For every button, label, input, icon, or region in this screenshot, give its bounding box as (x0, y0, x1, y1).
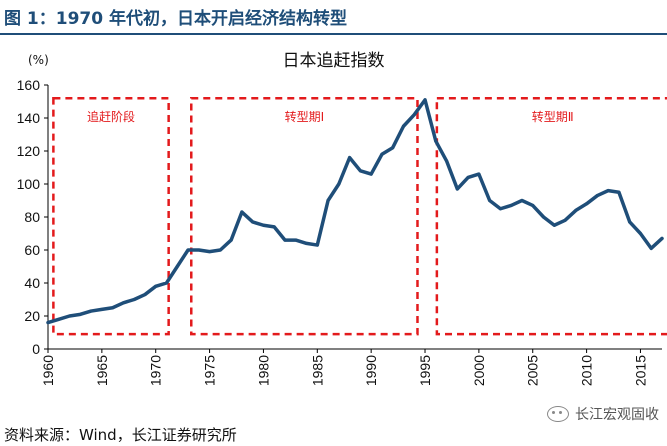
figure-title: 图 1：1970 年代初，日本开启经济结构转型 (4, 9, 347, 29)
x-tick-label: 1960 (40, 355, 56, 386)
data-point (294, 238, 298, 242)
data-point (423, 98, 427, 102)
data-point (477, 172, 481, 176)
data-point (455, 187, 459, 191)
y-tick-label: 140 (17, 110, 41, 126)
data-point (585, 202, 589, 206)
data-point (164, 281, 168, 285)
data-point (315, 243, 319, 247)
y-tick-label: 120 (17, 143, 41, 159)
data-point (401, 124, 405, 128)
x-tick-label: 1970 (148, 355, 164, 386)
data-point (595, 194, 599, 198)
x-tick-label: 1965 (94, 355, 110, 386)
y-tick-label: 40 (24, 275, 40, 291)
title-divider (0, 33, 667, 35)
data-point (380, 152, 384, 156)
data-point (154, 284, 158, 288)
watermark: 长江宏观固收 (547, 404, 659, 424)
data-point (197, 248, 201, 252)
y-tick-label: 20 (24, 308, 40, 324)
data-point (552, 223, 556, 227)
data-point (143, 293, 147, 297)
y-tick-label: 60 (24, 242, 40, 258)
data-point (348, 156, 352, 160)
annotation-box (52, 96, 170, 336)
x-tick-label: 2005 (525, 355, 541, 386)
data-point (412, 113, 416, 117)
data-point (229, 238, 233, 242)
y-tick-label: 100 (17, 176, 41, 192)
data-point (638, 232, 642, 235)
data-point (78, 312, 82, 316)
wechat-icon (547, 406, 569, 422)
data-point (391, 146, 395, 150)
data-point (520, 199, 524, 202)
data-point (498, 207, 502, 211)
data-point (358, 169, 362, 173)
y-tick-label: 80 (24, 209, 40, 225)
data-point (574, 208, 578, 212)
data-point (337, 182, 341, 186)
data-point (542, 215, 546, 219)
data-point (283, 238, 287, 242)
data-point (488, 199, 492, 202)
data-point (89, 309, 93, 313)
data-point (509, 203, 513, 207)
data-point (208, 250, 212, 254)
x-tick-label: 2015 (632, 355, 648, 386)
source-note: 资料来源：Wind，长江证券研究所 (4, 426, 237, 444)
x-tick-label: 2010 (579, 355, 595, 386)
data-point (100, 307, 104, 311)
data-point (369, 172, 373, 176)
data-point (531, 203, 535, 207)
data-point (132, 298, 136, 301)
data-point (251, 220, 255, 224)
data-point (326, 199, 330, 202)
data-point (606, 189, 610, 193)
data-point (68, 314, 72, 318)
annotation-box (190, 96, 419, 336)
watermark-label: 长江宏观固收 (575, 407, 659, 423)
x-tick-label: 1985 (309, 355, 325, 386)
data-point (617, 190, 621, 194)
annotation-box (435, 96, 667, 336)
y-axis-label: (%) (28, 53, 49, 67)
series-line (46, 98, 664, 325)
data-point (466, 175, 470, 179)
data-point (261, 223, 265, 227)
data-point (186, 248, 190, 252)
y-tick-label: 0 (32, 341, 40, 357)
chart-title: 日本追赶指数 (282, 51, 385, 71)
annotation-label: 追赶阶段 (87, 109, 135, 124)
data-point (305, 241, 309, 245)
data-point (660, 236, 664, 240)
data-point (563, 218, 567, 222)
data-point (111, 306, 115, 310)
data-point (434, 139, 438, 143)
y-tick-label: 160 (17, 77, 41, 93)
x-tick-label: 1980 (255, 355, 271, 386)
data-point (649, 246, 653, 250)
data-point (121, 301, 125, 305)
x-tick-label: 2000 (471, 355, 487, 386)
data-point (218, 248, 222, 252)
x-tick-label: 1975 (202, 355, 218, 386)
data-point (57, 317, 61, 321)
data-point (272, 225, 276, 229)
data-point (240, 210, 244, 214)
x-tick-label: 1995 (417, 355, 433, 386)
x-tick-label: 1990 (363, 355, 379, 386)
annotation-label: 转型期Ⅰ (285, 109, 325, 124)
data-point (445, 159, 449, 163)
data-point (175, 265, 179, 268)
data-point (628, 220, 632, 224)
annotation-label: 转型期Ⅱ (532, 109, 574, 124)
data-point (46, 321, 50, 325)
